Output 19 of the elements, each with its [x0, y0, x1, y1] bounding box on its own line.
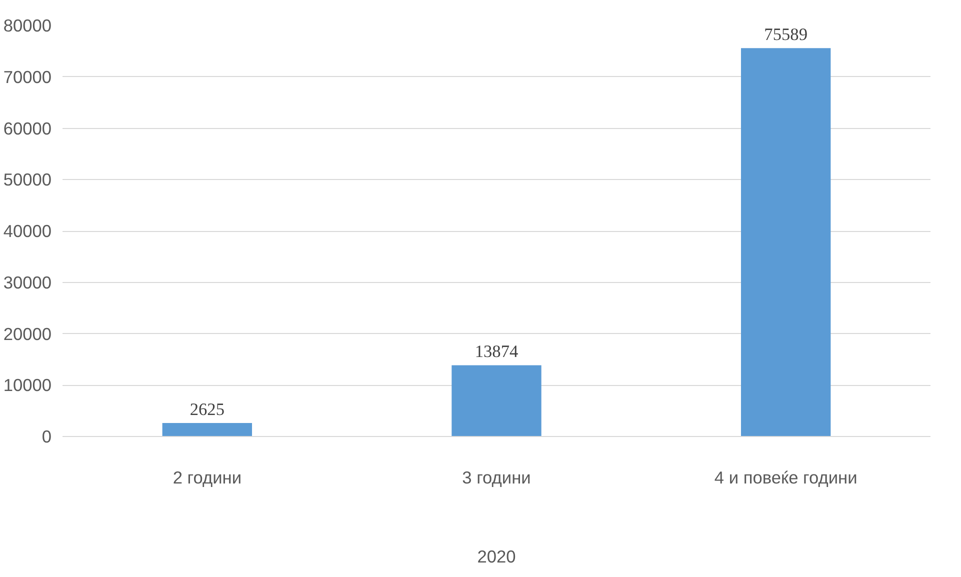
y-tick-label: 10000 — [3, 375, 52, 396]
data-label: 2625 — [190, 400, 224, 420]
y-tick-label: 20000 — [3, 324, 52, 344]
y-tick-label: 40000 — [3, 221, 52, 241]
bar — [740, 48, 831, 436]
y-tick-label: 0 — [42, 426, 52, 446]
y-tick-label: 60000 — [3, 118, 52, 138]
y-tick-label: 70000 — [3, 66, 52, 87]
bar — [452, 365, 542, 436]
x-axis-title: 2020 — [477, 546, 516, 566]
y-tick-label: 80000 — [3, 16, 52, 36]
x-tick-label: 2 години — [172, 468, 242, 488]
x-tick-label: 3 години — [462, 468, 531, 488]
data-label: 75589 — [764, 25, 808, 44]
y-tick-label: 50000 — [3, 170, 52, 190]
bar — [162, 423, 252, 436]
y-tick-label: 30000 — [3, 272, 52, 292]
data-label: 13874 — [474, 342, 518, 362]
x-tick-label: 4 и повеќе години — [714, 468, 858, 488]
